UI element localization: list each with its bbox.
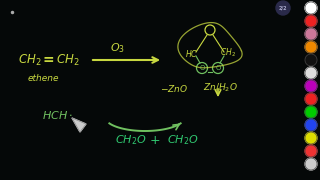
Text: $\it{CH_2}$: $\it{CH_2}$ xyxy=(18,52,42,68)
Circle shape xyxy=(276,1,290,15)
Circle shape xyxy=(305,54,317,66)
Text: O: O xyxy=(215,65,221,71)
Circle shape xyxy=(305,145,317,157)
Text: $\it{CH_2}$: $\it{CH_2}$ xyxy=(56,52,79,68)
Text: $\it{HCH\cdot}$: $\it{HCH\cdot}$ xyxy=(42,109,73,121)
Text: $Zn/H_2O$: $Zn/H_2O$ xyxy=(203,82,238,94)
Circle shape xyxy=(305,80,317,92)
Text: $\it{O_3}$: $\it{O_3}$ xyxy=(110,41,125,55)
Text: ethene: ethene xyxy=(28,73,60,82)
Text: +: + xyxy=(150,134,160,147)
Circle shape xyxy=(305,15,317,27)
Circle shape xyxy=(305,67,317,79)
Text: O: O xyxy=(199,65,205,71)
Text: 2/2: 2/2 xyxy=(279,6,287,10)
Text: $-ZnO$: $-ZnO$ xyxy=(160,82,188,93)
Polygon shape xyxy=(72,118,86,132)
Text: $\it{HC}$: $\it{HC}$ xyxy=(186,48,198,58)
Circle shape xyxy=(305,119,317,131)
Circle shape xyxy=(305,41,317,53)
Circle shape xyxy=(305,2,317,14)
Text: $\it{CH_2O}$: $\it{CH_2O}$ xyxy=(167,133,199,147)
Circle shape xyxy=(305,106,317,118)
Circle shape xyxy=(305,158,317,170)
Text: $\it{CH_2}$: $\it{CH_2}$ xyxy=(220,47,236,59)
Circle shape xyxy=(305,93,317,105)
Circle shape xyxy=(305,132,317,144)
Text: =: = xyxy=(42,53,54,67)
Circle shape xyxy=(305,28,317,40)
Text: $\it{CH_2O}$: $\it{CH_2O}$ xyxy=(115,133,147,147)
